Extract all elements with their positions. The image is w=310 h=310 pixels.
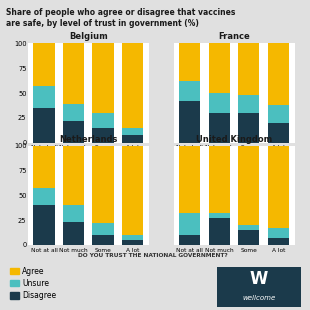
Title: Netherlands: Netherlands (59, 135, 117, 144)
Bar (209, 113, 230, 143)
Bar (122, 135, 143, 143)
Bar (268, 105, 289, 123)
Bar (63, 43, 84, 104)
Bar (268, 228, 289, 238)
Bar (63, 222, 84, 245)
Bar (63, 104, 84, 121)
Bar (238, 146, 259, 225)
Bar (238, 113, 259, 143)
Bar (268, 123, 289, 143)
Bar (33, 146, 55, 188)
Bar (92, 223, 114, 235)
Bar (33, 188, 55, 205)
Bar (179, 213, 200, 235)
Bar (209, 146, 230, 213)
Bar (179, 235, 200, 245)
Bar (238, 43, 259, 95)
Bar (92, 128, 114, 143)
Text: W: W (250, 271, 268, 289)
Bar (92, 113, 114, 128)
Bar (122, 128, 143, 135)
Bar (268, 43, 289, 105)
Bar (179, 146, 200, 213)
Bar (122, 146, 143, 235)
Bar (63, 121, 84, 143)
Text: Share of people who agree or disagree that vaccines
are safe, by level of trust : Share of people who agree or disagree th… (6, 8, 236, 28)
Bar (63, 205, 84, 222)
Bar (209, 218, 230, 245)
Bar (179, 43, 200, 81)
Title: Belgium: Belgium (69, 32, 108, 41)
Bar (33, 108, 55, 143)
Bar (238, 95, 259, 113)
Bar (33, 43, 55, 86)
Bar (92, 146, 114, 223)
Legend: Agree, Unsure, Disagree: Agree, Unsure, Disagree (10, 267, 56, 300)
Bar (92, 43, 114, 113)
Bar (209, 93, 230, 113)
Bar (268, 238, 289, 245)
Bar (209, 43, 230, 93)
Bar (63, 146, 84, 205)
Bar (238, 230, 259, 245)
Bar (33, 205, 55, 245)
Title: United Kingdom: United Kingdom (196, 135, 272, 144)
Title: France: France (218, 32, 250, 41)
Bar (122, 240, 143, 245)
Bar (122, 43, 143, 128)
Text: wellcome: wellcome (242, 295, 276, 301)
Bar (179, 81, 200, 101)
Bar (179, 101, 200, 143)
Bar (92, 235, 114, 245)
Bar (238, 225, 259, 230)
Bar (268, 146, 289, 228)
Bar (209, 213, 230, 218)
Bar (122, 235, 143, 240)
Bar (33, 86, 55, 108)
Text: DO YOU TRUST THE NATIONAL GOVERNMENT?: DO YOU TRUST THE NATIONAL GOVERNMENT? (78, 253, 228, 258)
